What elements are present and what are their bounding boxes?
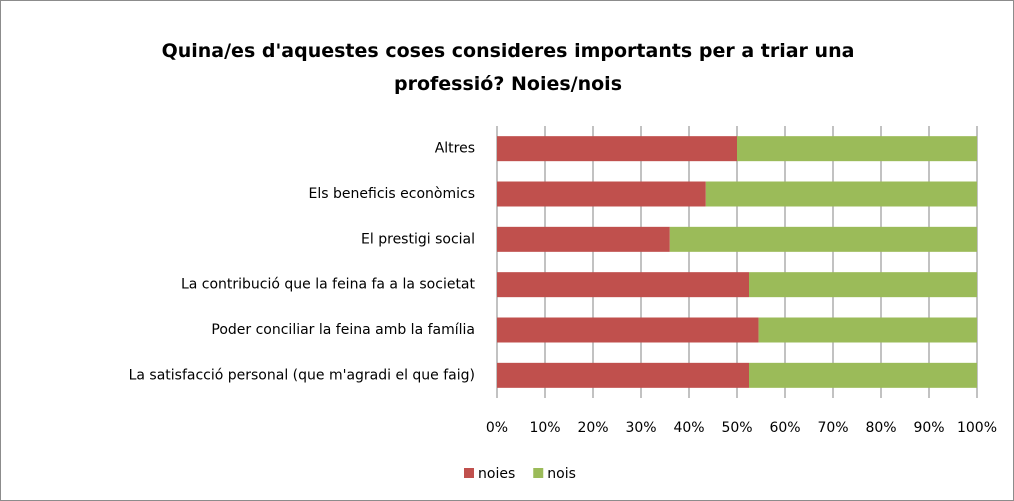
x-tick-label: 70%: [817, 420, 848, 436]
x-tick-label: 10%: [529, 420, 560, 436]
y-tick-label: La contribució que la feina fa a la soci…: [181, 277, 476, 293]
bar-segment: [705, 181, 977, 207]
bar-segment: [497, 136, 737, 162]
chart-title: Quina/es d'aquestes coses consideres imp…: [161, 40, 855, 95]
bar-segment: [497, 362, 749, 388]
y-tick-label: Els beneficis econòmics: [309, 186, 475, 202]
bar-segment: [758, 317, 977, 343]
y-tick-label: Poder conciliar la feina amb la família: [211, 322, 475, 338]
x-tick-label: 100%: [957, 420, 997, 436]
y-tick-label: Altres: [435, 141, 475, 157]
legend-label: noies: [478, 466, 515, 482]
x-tick-label: 20%: [577, 420, 608, 436]
bar-segment: [749, 362, 977, 388]
legend-swatch: [464, 468, 474, 478]
legend-swatch: [533, 468, 544, 478]
x-tick-label: 40%: [673, 420, 704, 436]
bar-segment: [497, 226, 670, 252]
x-tick-label: 60%: [769, 420, 800, 436]
bar-segment: [669, 226, 977, 252]
y-tick-label: La satisfacció personal (que m'agradi el…: [129, 367, 475, 383]
bar-segment: [749, 272, 977, 298]
bar-segment: [497, 317, 759, 343]
x-tick-label: 80%: [865, 420, 896, 436]
x-tick-label: 90%: [913, 420, 944, 436]
bar-segment: [497, 181, 706, 207]
x-tick-label: 50%: [721, 420, 752, 436]
bar-segment: [497, 272, 749, 298]
y-tick-label: El prestigi social: [361, 231, 475, 247]
legend-label: nois: [547, 466, 576, 482]
x-tick-label: 0%: [486, 420, 508, 436]
bar-segment: [737, 136, 977, 162]
x-tick-label: 30%: [625, 420, 656, 436]
